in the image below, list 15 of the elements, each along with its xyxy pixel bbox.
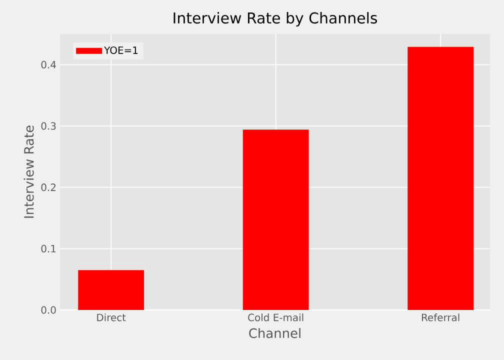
- x-axis-title: Channel: [249, 328, 300, 338]
- x-tick-label: Cold E-mail: [248, 314, 304, 322]
- x-tick-label: Direct: [97, 314, 126, 322]
- legend-label: YOE=1: [104, 46, 138, 54]
- y-tick-label: 0.3: [41, 122, 56, 130]
- x-tick-label: Referral: [422, 314, 460, 322]
- chart-title: Interview Rate by Channels: [174, 12, 378, 26]
- bar: [242, 130, 309, 310]
- y-axis-title: Interview Rate: [24, 126, 34, 218]
- bar: [408, 46, 474, 310]
- y-tick-label: 0.1: [41, 244, 56, 252]
- y-tick-label: 0.4: [41, 60, 56, 68]
- y-tick-label: 0.0: [41, 306, 56, 314]
- y-tick-label: 0.2: [41, 184, 56, 192]
- bar: [78, 270, 144, 310]
